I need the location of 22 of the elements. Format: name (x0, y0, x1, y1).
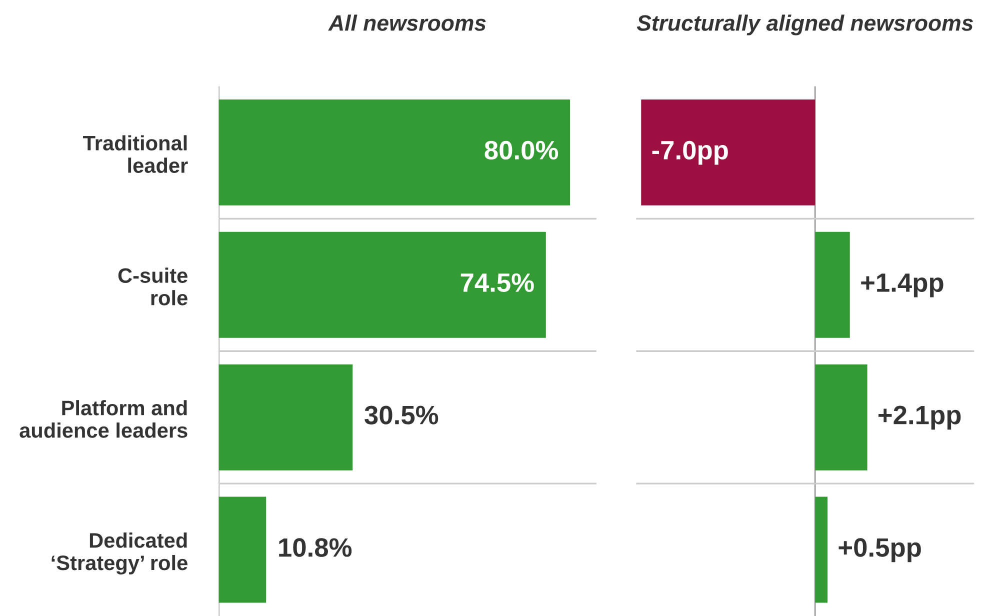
chart-title: Structurally aligned newsrooms (636, 14, 973, 36)
data-label: +1.4pp (861, 274, 944, 298)
data-label: +2.1pp (878, 406, 961, 430)
y-tick-label: Platform and audience leaders (20, 400, 188, 438)
bar (218, 232, 546, 338)
bar (218, 99, 570, 206)
y-tick-label: Traditional leader (83, 135, 188, 173)
data-label: 10.8% (279, 538, 352, 557)
bar (815, 364, 868, 470)
data-label: 74.5% (460, 273, 534, 292)
bar (815, 496, 828, 603)
bar (815, 232, 850, 338)
data-label: 80.0% (484, 140, 558, 160)
bar (641, 99, 816, 206)
y-tick-label: C-suite role (118, 268, 188, 306)
data-label: -7.0pp (652, 140, 728, 165)
data-label: +0.5pp (838, 538, 921, 562)
bar (218, 364, 353, 470)
data-label: 30.5% (364, 406, 438, 424)
y-tick-label: Dedicated ‘Strategy’ role (52, 532, 188, 574)
chart-title: All newsrooms (328, 14, 486, 31)
bar (218, 496, 266, 603)
